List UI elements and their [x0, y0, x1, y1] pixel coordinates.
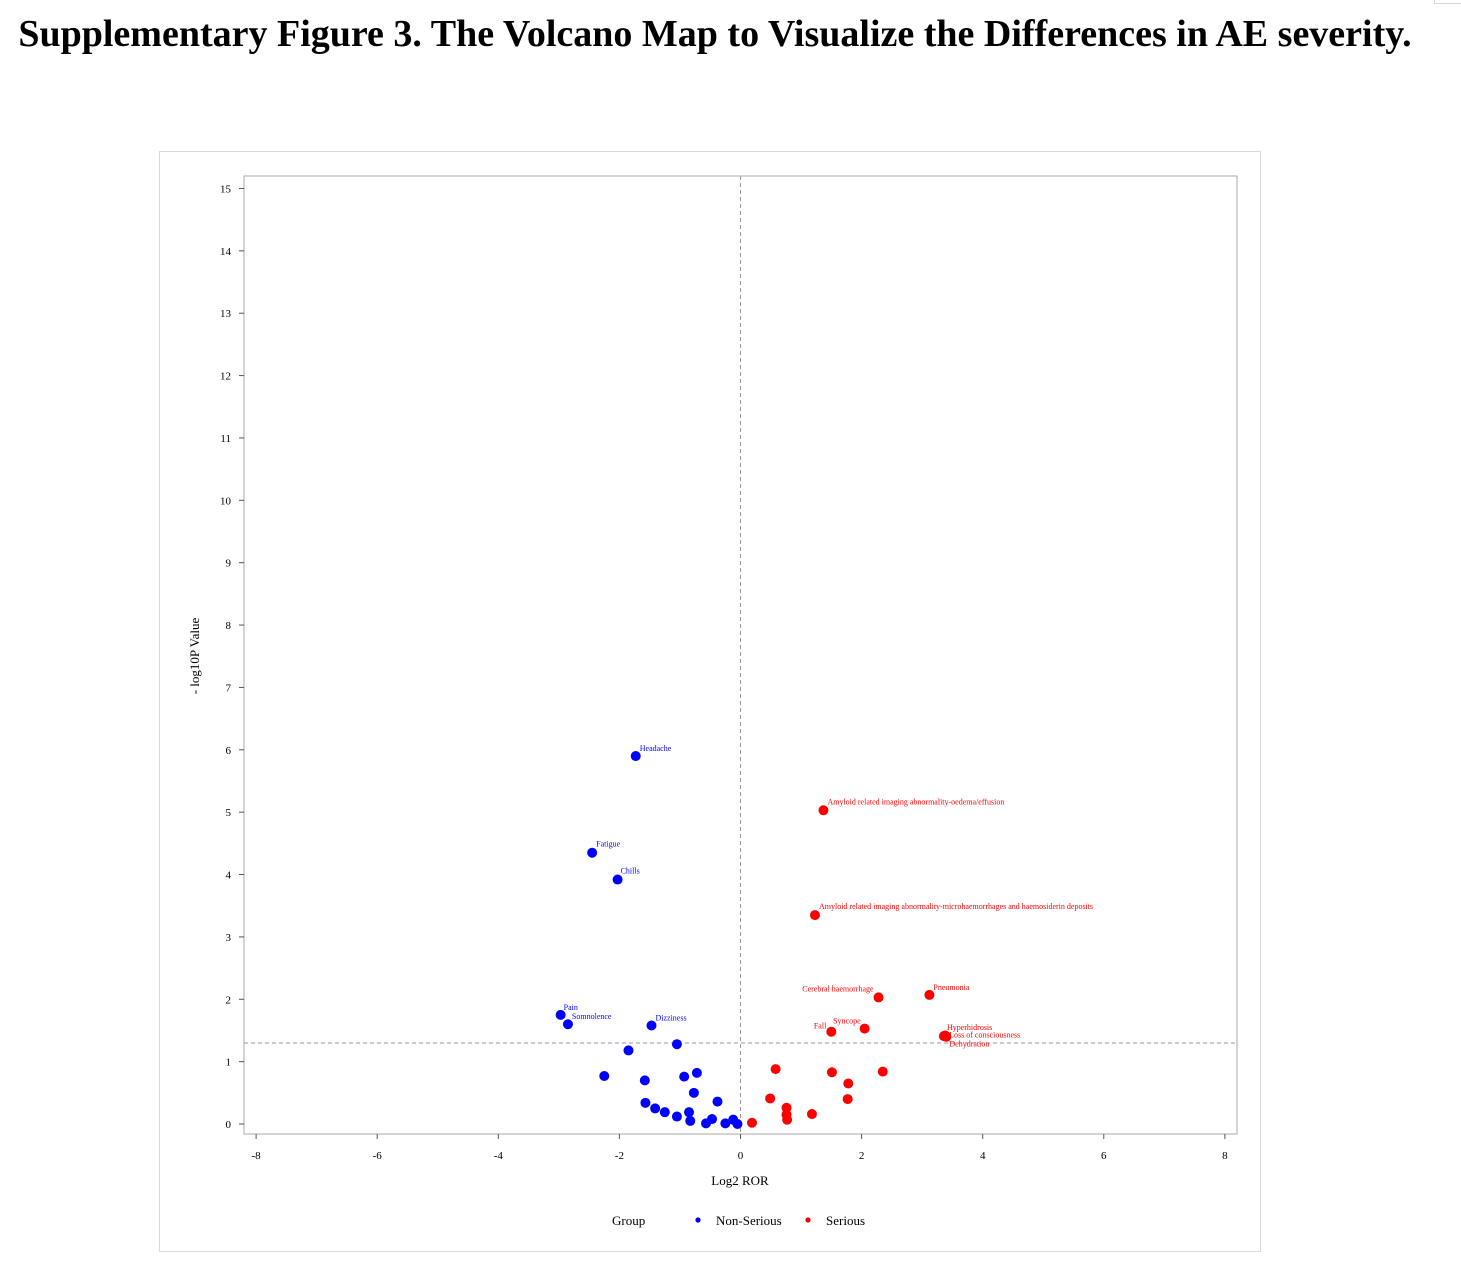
- point-non-serious: [640, 1097, 651, 1108]
- point-serious: [877, 1066, 888, 1077]
- x-axis: -8 -6 -4 -2 0 2 4 6 8: [252, 1134, 1228, 1162]
- point-serious: [765, 1093, 776, 1104]
- y-tick-label: 9: [226, 558, 232, 570]
- point-non-serious: [650, 1103, 661, 1114]
- point-non-serious: [688, 1087, 699, 1098]
- y-tick-label: 3: [226, 932, 232, 944]
- y-tick-label: 2: [226, 994, 232, 1006]
- point-non-serious: [639, 1075, 650, 1086]
- y-tick-label: 6: [226, 745, 232, 757]
- point-label: Fatigue: [596, 840, 620, 849]
- y-tick-label: 5: [226, 807, 232, 819]
- point-label: Amyloid related imaging abnormality-micr…: [819, 902, 1093, 911]
- point-non-serious: [679, 1071, 690, 1082]
- x-tick-label: 6: [1101, 1150, 1107, 1162]
- x-tick-label: -4: [494, 1150, 504, 1162]
- point-serious: [770, 1064, 781, 1075]
- y-tick-label: 13: [220, 308, 232, 320]
- point-serious: [806, 1109, 817, 1120]
- point-non-serious: [623, 1045, 634, 1056]
- x-tick-label: 0: [738, 1150, 744, 1162]
- y-tick-label: 7: [226, 682, 232, 694]
- y-tick-label: 14: [220, 246, 232, 258]
- legend-label-non-serious: Non-Serious: [716, 1213, 782, 1228]
- point-label: Fall: [814, 1022, 827, 1031]
- x-tick-label: -6: [373, 1150, 383, 1162]
- point-non-serious: [732, 1119, 743, 1130]
- y-axis-title: - log10P Value: [187, 617, 202, 694]
- point-label: Somnolence: [572, 1012, 612, 1021]
- corner-mark: [1434, 0, 1461, 4]
- legend-marker-serious: [805, 1217, 811, 1223]
- y-tick-label: 0: [226, 1119, 232, 1131]
- y-tick-label: 8: [226, 620, 232, 632]
- point-serious: [809, 910, 820, 921]
- point-non-serious: [659, 1107, 670, 1118]
- legend-label-serious: Serious: [826, 1213, 865, 1228]
- x-axis-title: Log2 ROR: [711, 1173, 769, 1188]
- data-points: [555, 751, 952, 1130]
- point-non-serious: [630, 751, 641, 762]
- legend-title: Group: [612, 1213, 645, 1228]
- point-serious: [826, 1067, 837, 1078]
- point-non-serious: [646, 1020, 657, 1031]
- point-serious: [843, 1078, 854, 1089]
- x-tick-label: -2: [615, 1150, 624, 1162]
- point-serious: [818, 805, 829, 816]
- point-serious: [941, 1031, 952, 1042]
- point-label: Pneumonia: [933, 983, 969, 992]
- point-serious: [859, 1023, 870, 1034]
- point-non-serious: [720, 1118, 731, 1129]
- y-tick-label: 15: [220, 183, 232, 195]
- chart-frame: [159, 151, 1261, 1252]
- legend-marker-non-serious: [695, 1217, 701, 1223]
- point-label: Syncope: [833, 1017, 861, 1026]
- reference-lines: [244, 176, 1237, 1134]
- point-non-serious: [700, 1118, 711, 1129]
- point-non-serious: [712, 1096, 723, 1107]
- point-non-serious: [691, 1067, 702, 1078]
- point-label: Cerebral haemorrhage: [802, 984, 874, 993]
- point-label: Loss of consciousness: [949, 1030, 1020, 1039]
- point-serious: [826, 1026, 837, 1037]
- point-serious: [782, 1114, 793, 1125]
- y-tick-label: 10: [220, 495, 232, 507]
- point-label: Hyperhidrosis: [947, 1023, 992, 1032]
- point-label: Pain: [564, 1003, 578, 1012]
- point-serious: [842, 1094, 853, 1105]
- x-tick-label: -8: [252, 1150, 262, 1162]
- point-serious: [924, 989, 935, 1000]
- x-tick-label: 2: [859, 1150, 865, 1162]
- point-non-serious: [612, 874, 623, 885]
- point-serious: [747, 1117, 758, 1128]
- point-non-serious: [671, 1039, 682, 1050]
- point-non-serious: [671, 1111, 682, 1122]
- point-label: Chills: [621, 867, 640, 876]
- legend: Group Non-Serious Serious: [612, 1213, 865, 1228]
- point-label: Amyloid related imaging abnormality-oede…: [827, 797, 1004, 806]
- y-tick-label: 1: [226, 1057, 232, 1069]
- point-non-serious: [685, 1115, 696, 1126]
- point-non-serious: [684, 1107, 695, 1118]
- point-non-serious: [599, 1070, 610, 1081]
- point-label: Dizziness: [655, 1013, 686, 1022]
- y-tick-label: 12: [220, 371, 231, 383]
- x-tick-label: 8: [1222, 1150, 1228, 1162]
- point-non-serious: [587, 847, 598, 858]
- point-serious: [781, 1102, 792, 1113]
- x-tick-label: 4: [980, 1150, 986, 1162]
- point-non-serious: [562, 1019, 573, 1030]
- point-serious: [873, 992, 884, 1003]
- point-non-serious: [555, 1009, 566, 1020]
- figure-title: Supplementary Figure 3. The Volcano Map …: [18, 13, 1412, 55]
- y-tick-label: 11: [220, 433, 231, 445]
- point-label: Headache: [640, 744, 672, 753]
- y-tick-label: 4: [226, 870, 232, 882]
- point-label: Dehydration: [949, 1040, 989, 1049]
